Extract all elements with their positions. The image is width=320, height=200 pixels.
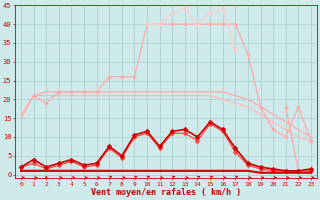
X-axis label: Vent moyen/en rafales ( km/h ): Vent moyen/en rafales ( km/h ) — [91, 188, 241, 197]
